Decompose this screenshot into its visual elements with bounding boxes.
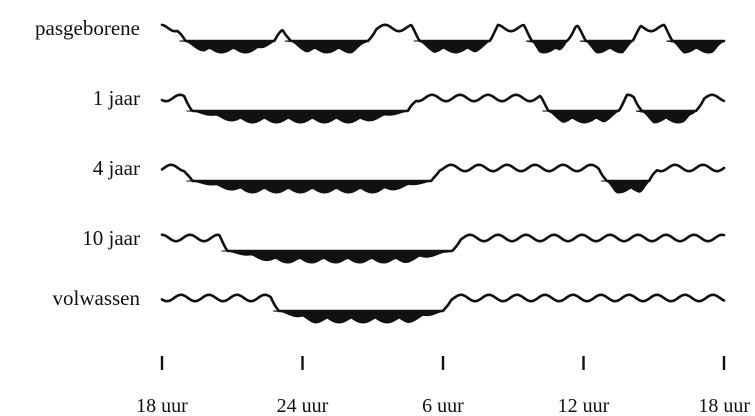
- axis-tick-label: 12 uur: [558, 395, 610, 416]
- activity-trace: [160, 163, 726, 183]
- activity-trace: [160, 233, 726, 253]
- sleep-block: [542, 110, 619, 124]
- sleep-row: 10 jaar: [82, 226, 726, 264]
- row-label: 10 jaar: [82, 226, 140, 250]
- row-label: volwassen: [53, 286, 141, 310]
- axis-tick-label: 18 uur: [136, 395, 188, 416]
- row-label: 1 jaar: [93, 86, 140, 110]
- sleep-block: [635, 110, 698, 124]
- sleep-row: volwassen: [53, 286, 726, 324]
- sleep-block: [600, 180, 651, 194]
- sleep-block: [179, 40, 277, 54]
- sleep-block: [273, 310, 444, 324]
- axis-tick-label: 18 uur: [698, 395, 750, 416]
- sleep-block: [413, 40, 491, 54]
- sleep-row: 1 jaar: [93, 86, 726, 124]
- row-label: pasgeborene: [35, 16, 140, 40]
- sleep-block: [284, 40, 370, 54]
- axis-tick-label: 24 uur: [277, 395, 329, 416]
- activity-trace: [160, 23, 726, 43]
- activity-trace: [160, 293, 726, 313]
- sleep-block: [666, 40, 726, 54]
- sleep-block: [186, 110, 408, 124]
- rows-group: pasgeborene 1 jaar 4 jaar 10 jaar volwassen: [35, 16, 726, 324]
- sleep-block: [525, 40, 568, 54]
- time-axis: 18 uur 24 uur 6 uur 12 uur 18 uur: [136, 356, 750, 416]
- row-label: 4 jaar: [93, 156, 140, 180]
- sleep-block: [221, 250, 453, 264]
- sleep-block: [579, 40, 634, 54]
- activity-trace: [160, 93, 726, 113]
- axis-tick-label: 6 uur: [422, 395, 464, 416]
- sleep-row: 4 jaar: [93, 156, 726, 194]
- sleep-block: [186, 180, 432, 194]
- sleep-row: pasgeborene: [35, 16, 726, 54]
